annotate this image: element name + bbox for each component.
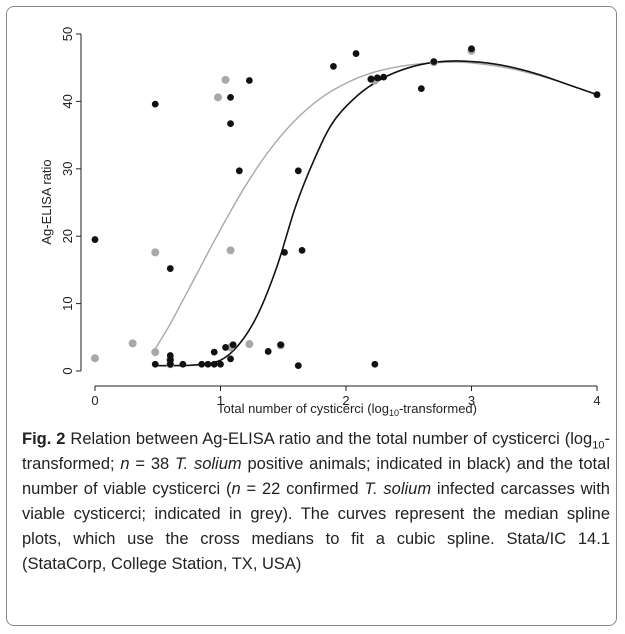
caption-subscript: 10 [592,439,605,452]
x-tick-label: 2 [342,393,349,408]
y-tick-label: 50 [60,27,75,41]
data-point-black [352,50,360,57]
x-axis-label: Total number of cysticerci (log10-transf… [217,401,477,418]
data-point-black [151,100,159,108]
axes: 0 10 20 30 40 50 0 1 2 3 4 [60,27,601,408]
caption-n-1: n [120,455,130,473]
caption-text-6: infected carcasses with viable cysticerc… [22,480,610,573]
x-tick-label: 0 [91,393,98,408]
caption-species-2: T. solium [364,480,432,498]
data-point-black [227,120,234,128]
figure-frame [6,6,617,626]
data-point-grey [128,339,137,348]
data-point-grey [245,340,254,349]
data-point-grey [151,348,160,357]
caption-text-3: = 38 [129,455,175,473]
caption-text-5: = 22 confirmed [240,480,365,498]
data-points [91,45,601,370]
data-point-black [227,355,234,363]
caption-n-2: n [231,480,241,498]
data-point-black [264,348,272,355]
x-axis-label-part-3: -transformed) [399,401,477,416]
x-tick-label: 3 [468,393,475,408]
data-point-grey [226,246,235,255]
y-tick-label: 20 [60,229,75,243]
data-point-black [294,167,302,175]
data-point-black [245,77,253,84]
data-point-black [373,74,381,82]
x-tick-label: 4 [593,393,600,408]
data-point-black [330,62,337,70]
data-point-black [468,45,475,53]
data-point-black [151,360,159,368]
data-point-grey [213,93,222,102]
data-point-black [380,73,388,81]
data-point-grey [221,75,230,84]
data-point-grey [151,248,160,257]
data-point-black [166,265,174,272]
data-point-black [371,360,379,368]
data-point-black [367,75,375,83]
data-point-black [91,236,99,243]
data-point-black [281,248,288,256]
data-point-black [235,167,243,175]
data-point-black [198,360,206,368]
caption-text-2: -transformed; [22,430,610,473]
data-point-black [277,341,285,349]
x-tick-label: 1 [217,393,224,408]
scatter-chart: 0 10 20 30 40 50 0 1 2 3 4 Ag-ELISA ratio Total nu… [39,27,601,418]
data-point-black [593,91,601,99]
data-point-black [298,246,306,254]
x-axis-label-part-1: Total number of cysticerci (log [217,401,389,416]
data-point-grey [91,354,99,363]
y-axis-label: Ag-ELISA ratio [39,159,54,244]
data-point-black [430,58,438,66]
spline-curve-black [155,60,598,367]
spline-curve-grey [154,61,598,350]
y-tick-label: 30 [60,162,75,176]
figure-label: Fig. 2 [22,430,66,448]
data-point-black [227,93,234,101]
data-point-black [294,362,302,370]
spline-curves [154,60,598,367]
caption-text-4: positive animals; indicated in black) an… [22,455,610,498]
y-tick-label: 40 [60,94,75,108]
data-point-black [179,360,187,368]
data-point-black [210,348,218,356]
data-point-black [210,360,218,368]
data-point-black [166,360,174,368]
data-point-black [229,341,237,349]
x-axis-label-subscript: 10 [389,408,399,418]
data-point-black [204,360,212,368]
data-point-black [166,352,174,359]
data-point-black [417,85,425,92]
data-point-black [222,344,229,351]
caption-species-1: T. solium [175,455,242,473]
caption-text-1: Relation between Ag-ELISA ratio and the … [65,430,593,448]
y-tick-label: 10 [60,296,75,310]
y-tick-label: 0 [60,367,75,374]
data-point-black [217,360,224,368]
figure-caption: Fig. 2 Relation between Ag-ELISA ratio a… [22,427,610,577]
